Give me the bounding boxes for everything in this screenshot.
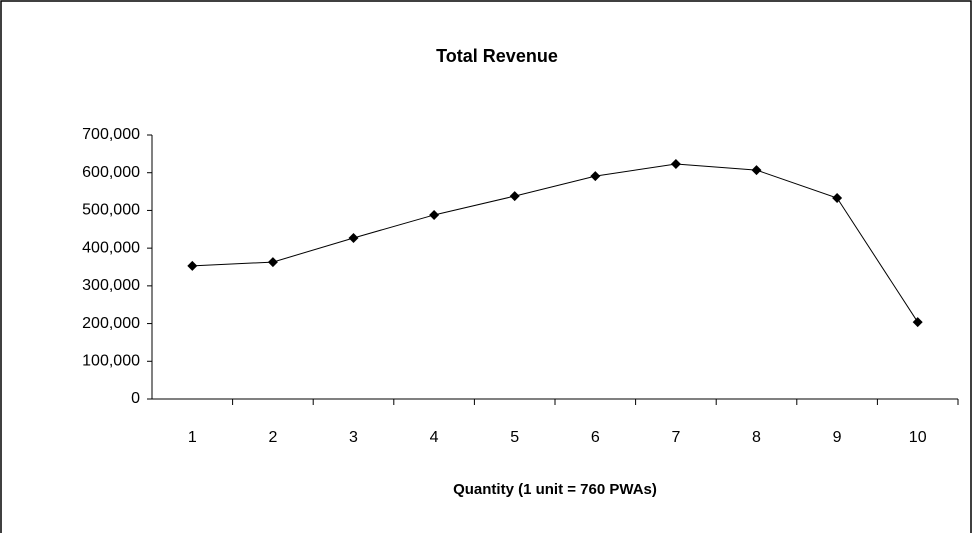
x-tick-label: 3 (349, 429, 358, 446)
data-point (751, 165, 762, 176)
y-tick-label: 0 (131, 390, 140, 407)
data-point (187, 260, 198, 271)
data-point (429, 209, 440, 220)
data-point (267, 257, 278, 268)
data-point (348, 232, 359, 243)
y-tick-label: 600,000 (82, 164, 140, 181)
y-tick-label: 400,000 (82, 239, 140, 256)
x-tick-label: 4 (430, 429, 439, 446)
x-tick-label: 7 (671, 429, 680, 446)
chart-title: Total Revenue (436, 46, 558, 66)
x-tick-label: 6 (591, 429, 600, 446)
x-tick-label: 5 (510, 429, 519, 446)
y-tick-label: 100,000 (82, 353, 140, 370)
data-point (670, 159, 681, 170)
x-tick-label: 1 (188, 429, 197, 446)
y-tick-label: 200,000 (82, 315, 140, 332)
y-tick-label: 300,000 (82, 277, 140, 294)
data-point (912, 317, 923, 328)
x-tick-label: 10 (909, 429, 927, 446)
data-point (590, 171, 601, 182)
data-point (832, 192, 843, 203)
x-tick-label: 8 (752, 429, 761, 446)
data-point (509, 191, 520, 202)
x-axis-title: Quantity (1 unit = 760 PWAs) (453, 481, 657, 498)
series-line (192, 163, 919, 323)
x-tick-label: 2 (268, 429, 277, 446)
x-tick-label: 9 (833, 429, 842, 446)
y-tick-label: 500,000 (82, 202, 140, 219)
y-tick-label: 700,000 (82, 126, 140, 143)
